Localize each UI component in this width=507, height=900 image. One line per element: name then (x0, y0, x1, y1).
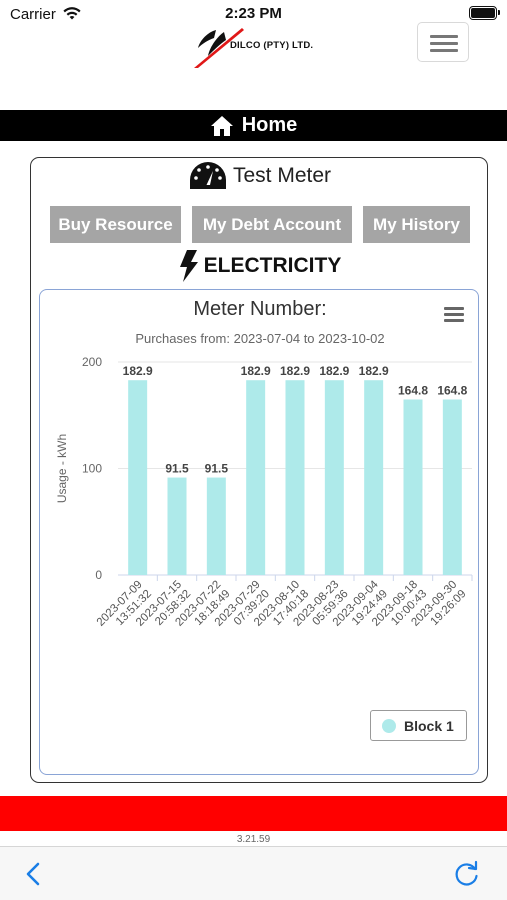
chart-bar (442, 399, 462, 575)
data-label: 91.5 (205, 462, 229, 476)
y-tick-label: 200 (82, 355, 102, 369)
meter-title-row: Test Meter (31, 161, 489, 191)
data-label: 91.5 (165, 462, 189, 476)
clock: 2:23 PM (225, 5, 282, 22)
home-label: Home (241, 114, 298, 136)
legend-swatch (382, 718, 396, 733)
status-bar: Carrier 2:23 PM (0, 0, 507, 30)
chart-bar (246, 380, 266, 575)
back-icon[interactable] (22, 861, 46, 887)
home-nav-bar[interactable]: Home (0, 110, 507, 141)
data-label: 182.9 (319, 364, 349, 378)
section-header: ELECTRICITY (31, 250, 489, 282)
logo-text: DILCO (PTY) LTD. (230, 40, 314, 51)
battery-icon (469, 6, 500, 20)
section-title: ELECTRICITY (203, 254, 342, 277)
lightning-icon (179, 250, 198, 282)
bottom-toolbar (0, 846, 507, 900)
data-label: 164.8 (398, 383, 428, 397)
meter-name: Test Meter (232, 164, 332, 187)
data-label: 182.9 (241, 364, 271, 378)
menu-button[interactable] (417, 22, 469, 62)
y-axis-label: Usage - kWh (55, 434, 69, 503)
wifi-icon (62, 5, 82, 26)
chart-legend[interactable]: Block 1 (370, 710, 467, 741)
logo-emblem-icon (194, 28, 244, 68)
carrier-label: Carrier (10, 6, 56, 23)
gauge-icon (189, 162, 226, 189)
buy-resource-button[interactable]: Buy Resource (50, 206, 181, 243)
app-version: 3.21.59 (236, 834, 271, 845)
chart-bar (128, 380, 148, 575)
y-tick-label: 0 (95, 568, 102, 582)
menu-icon (430, 35, 458, 38)
reload-icon[interactable] (452, 859, 482, 889)
red-banner (0, 796, 507, 831)
legend-label: Block 1 (404, 717, 454, 734)
chart-bar (324, 380, 344, 575)
data-label: 182.9 (280, 364, 310, 378)
chart-menu-icon[interactable] (444, 307, 464, 323)
chart-bar (285, 380, 305, 575)
usage-chart: 0 100 200 Usage - kWh 182.9 2023-07-0913:51:3… (39, 289, 479, 775)
chart-title: Meter Number: (193, 298, 327, 320)
y-tick-label: 100 (82, 462, 102, 476)
data-label: 182.9 (359, 364, 389, 378)
meter-card: Test Meter Buy Resource My Debt Account … (30, 157, 488, 783)
chart-bar (206, 477, 226, 575)
data-label: 164.8 (437, 383, 467, 397)
company-logo: DILCO (PTY) LTD. (188, 26, 328, 70)
my-debt-account-button[interactable]: My Debt Account (192, 206, 352, 243)
data-label: 182.9 (123, 364, 153, 378)
chart-subtitle: Purchases from: 2023-07-04 to 2023-10-02 (135, 331, 385, 346)
chart-bar (364, 380, 384, 575)
my-history-button[interactable]: My History (363, 206, 470, 243)
chart-bar (167, 477, 187, 575)
chart-bar (403, 399, 423, 575)
home-icon (210, 115, 233, 136)
